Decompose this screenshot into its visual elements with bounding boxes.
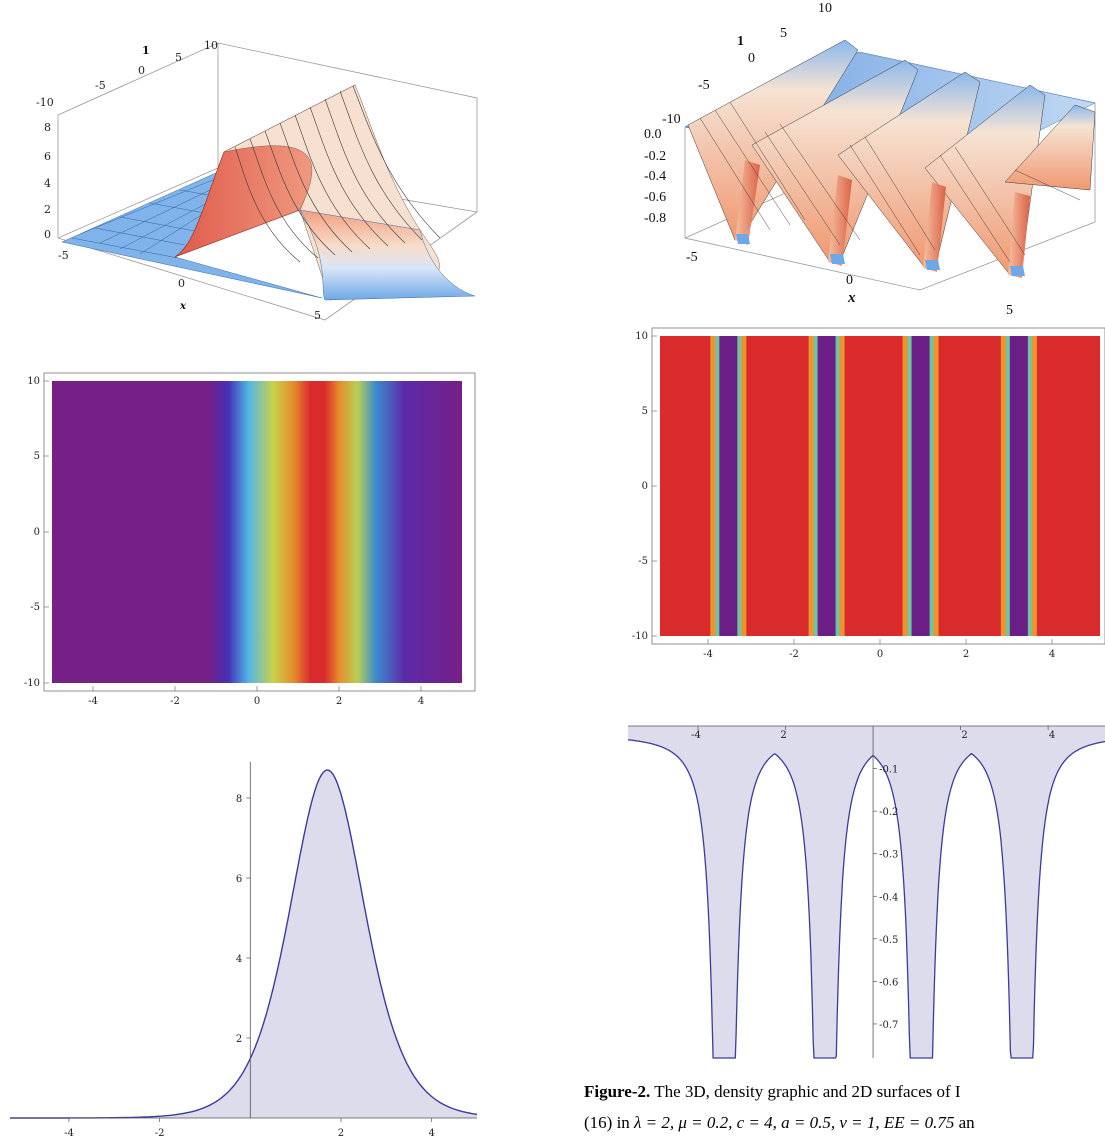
- x-tick-label: 0: [877, 649, 883, 660]
- figure-caption: Figure-2. The 3D, density graphic and 2D…: [584, 1082, 975, 1132]
- y-tick-label: 0: [642, 481, 648, 492]
- axis-z-tick-label: 8: [44, 121, 51, 134]
- axis-t-tick-label: 0: [138, 64, 145, 77]
- heatmap-trough: [1009, 336, 1028, 636]
- axis-z-tick-label: 2: [44, 203, 51, 216]
- y-tick-label: -0.7: [879, 1020, 898, 1031]
- axis-x-tick-label: -5: [58, 249, 69, 262]
- y-tick-label: -10: [24, 678, 40, 689]
- caption-label: Figure-2.: [584, 1082, 650, 1101]
- y-tick-label: 5: [34, 451, 40, 462]
- x-tick-label: -4: [691, 730, 701, 741]
- ridges: [687, 39, 1096, 278]
- axis-t-label: 1: [737, 34, 744, 49]
- axis-z-tick-label: -0.8: [644, 211, 666, 226]
- axis-z-tick-label: -0.6: [644, 190, 666, 205]
- y-tick-label: 10: [27, 376, 40, 387]
- y-tick-label: -0.5: [879, 935, 898, 946]
- y-tick-label: -0.3: [879, 850, 898, 861]
- heatmap1-ticks: [44, 380, 422, 691]
- caption-params: λ = 2, μ = 0.2, c = 4, a = 0.5, ν = 1, E…: [633, 1113, 954, 1132]
- caption-prefix: (16) in: [584, 1113, 634, 1132]
- axis-t-label: 1: [142, 44, 150, 57]
- axis-t-tick-label: -10: [662, 112, 681, 127]
- series-curve: [627, 739, 1105, 1059]
- x-tick-label: -4: [703, 649, 713, 660]
- x-tick-label: 0: [254, 696, 260, 707]
- x-tick-label: -2: [170, 696, 180, 707]
- axis-t-tick-label: 5: [175, 51, 182, 64]
- y-tick-label: 0: [34, 527, 40, 538]
- x-tick-label: -2: [789, 649, 799, 660]
- axis-z-tick-label: 0.0: [644, 127, 662, 142]
- caption-line-2: (16) in λ = 2, μ = 0.2, c = 4, a = 0.5, …: [584, 1113, 975, 1132]
- y-tick-label: -0.1: [879, 765, 898, 776]
- panel-2d-bright: -4 -2 2 4 2 4 6 8: [10, 762, 478, 1139]
- axis-x-tick-label: 5: [314, 309, 321, 322]
- x-tick-label: -4: [64, 1128, 74, 1139]
- axis-x-tick-label: 5: [1006, 303, 1013, 318]
- area-fill: [10, 770, 477, 1118]
- y-tick-label: -0.6: [879, 977, 898, 988]
- heatmap-field: [52, 381, 462, 683]
- axis-t-tick-label: -10: [36, 96, 54, 109]
- axis-t-tick-label: -5: [698, 78, 710, 93]
- y-tick-label: -0.2: [879, 807, 898, 818]
- panel-density-dark: 10 5 0 -5 -10 -4 -2 0 2 4: [632, 327, 1105, 660]
- caption-text: The 3D, density graphic and 2D surfaces …: [650, 1082, 961, 1101]
- x-tick-label: 2: [338, 1128, 344, 1139]
- axis-z-tick-label: 4: [44, 177, 51, 190]
- x-tick-label: -4: [88, 696, 98, 707]
- x-tick-label: 2: [336, 696, 342, 707]
- heatmap-trough: [719, 336, 738, 636]
- axis-z-tick-label: 0: [44, 228, 51, 241]
- y-tick-label: 4: [236, 954, 242, 965]
- panel-density-bright: 10 5 0 -5 -10 -4 -2 0 2 4: [24, 372, 476, 707]
- x-tick-label: 2: [961, 730, 967, 741]
- panel-3d-dark: 10 5 0 -5 -10 1 0.0 -0.2 -0.4 -0.6 -0.8 …: [644, 1, 1096, 318]
- caption-suffix: an: [954, 1113, 975, 1132]
- ridge-gridlines: [699, 101, 1081, 263]
- axis-x-tick-label: -5: [686, 250, 698, 265]
- axis-x-label: x: [847, 290, 856, 306]
- heatmap-trough: [911, 336, 930, 636]
- axis-x-label: x: [179, 301, 187, 312]
- x-tick-label: 2: [780, 730, 786, 741]
- y-tick-label: 10: [635, 331, 648, 342]
- axis-x-tick-label: 0: [846, 273, 853, 288]
- panel-3d-bright: -10 -5 0 5 10 1 8 6 4 2 0 -5 0 5 x: [36, 39, 478, 322]
- axis-t-tick-label: 10: [818, 1, 832, 16]
- x-tick-label: 2: [963, 649, 969, 660]
- x-tick-label: -2: [155, 1128, 165, 1139]
- x-tick-label: 4: [1049, 649, 1055, 660]
- surface-floor-right: [299, 209, 476, 301]
- y-tick-label: 2: [236, 1034, 242, 1045]
- axis-z-tick-label: -0.2: [644, 149, 666, 164]
- y-tick-label: 8: [236, 794, 242, 805]
- y-tick-label: -10: [632, 631, 648, 642]
- panel-2d-dark: -4 2 2 4 -0.1 -0.2 -0.3 -0.4 -0.5 -0.6 -0.7: [627, 725, 1105, 1059]
- ridge-lines: [234, 85, 441, 263]
- y-tick-label: -5: [30, 602, 40, 613]
- caption-line-1: Figure-2. The 3D, density graphic and 2D…: [584, 1082, 961, 1101]
- axis-z-tick-label: 6: [44, 150, 51, 163]
- area-fill: [628, 726, 1105, 1058]
- x-tick-label: 4: [1049, 730, 1055, 741]
- axis-t-tick-label: 10: [204, 39, 218, 52]
- axis-t-tick-label: -5: [95, 79, 106, 92]
- heatmap2-ticks: [652, 335, 1053, 644]
- y-tick-label: -0.4: [879, 892, 898, 903]
- axis-t-tick-label: 0: [748, 51, 755, 66]
- x-tick-label: 4: [418, 696, 424, 707]
- axis-t-tick-label: 5: [780, 26, 787, 41]
- y-tick-label: -5: [638, 556, 648, 567]
- x-tick-label: 4: [428, 1128, 434, 1139]
- axis-x-tick-label: 0: [178, 277, 185, 290]
- heatmap-trough: [817, 336, 836, 636]
- axis-z-tick-label: -0.4: [644, 169, 666, 184]
- y-tick-label: 5: [642, 406, 648, 417]
- y-tick-label: 6: [236, 874, 242, 885]
